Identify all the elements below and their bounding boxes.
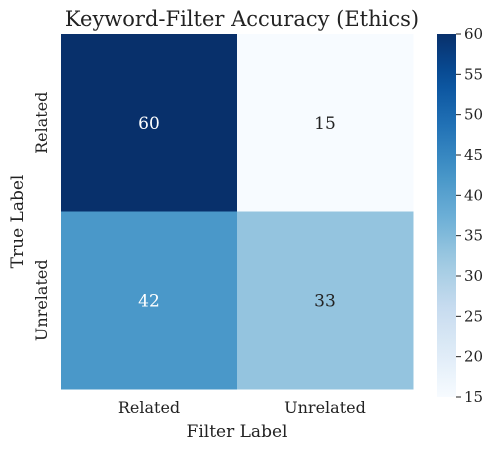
chart-title: Keyword-Filter Accuracy (Ethics) bbox=[65, 7, 419, 31]
colorbar-tick-label: 55 bbox=[464, 65, 483, 83]
colorbar-tick-label: 40 bbox=[464, 186, 483, 204]
colorbar-gradient bbox=[437, 34, 456, 397]
colorbar-tick-label: 25 bbox=[464, 307, 483, 325]
colorbar-tick-label: 45 bbox=[464, 146, 483, 164]
heatmap-cell bbox=[61, 34, 238, 212]
heatmap-cell bbox=[237, 34, 414, 212]
colorbar-tick-label: 60 bbox=[464, 25, 483, 43]
colorbar: 15 20 25 30 35 40 45 50 55 60 bbox=[437, 25, 483, 406]
x-tick-labels: Related Unrelated bbox=[118, 398, 366, 417]
colorbar-tick-label: 30 bbox=[464, 267, 483, 285]
heatmap-cells: 60 15 42 33 bbox=[61, 34, 414, 390]
colorbar-tick-label: 20 bbox=[464, 348, 483, 366]
colorbar-tick-label: 15 bbox=[464, 388, 483, 406]
cell-value-label: 60 bbox=[138, 114, 160, 134]
cell-value-label: 42 bbox=[138, 291, 160, 311]
y-tick-label: Unrelated bbox=[32, 259, 51, 341]
cell-value-label: 33 bbox=[314, 291, 336, 311]
y-axis-label: True Label bbox=[8, 175, 28, 269]
y-tick-label: Related bbox=[32, 92, 51, 154]
x-tick-label: Related bbox=[118, 398, 180, 417]
cell-value-label: 15 bbox=[314, 114, 336, 134]
colorbar-tick-label: 50 bbox=[464, 106, 483, 124]
y-tick-labels: Related Unrelated bbox=[32, 92, 51, 342]
x-axis-label: Filter Label bbox=[187, 422, 288, 442]
colorbar-tick-label: 35 bbox=[464, 227, 483, 245]
heatmap-cell bbox=[61, 211, 238, 390]
x-tick-label: Unrelated bbox=[284, 398, 366, 417]
heatmap-cell bbox=[237, 211, 414, 390]
